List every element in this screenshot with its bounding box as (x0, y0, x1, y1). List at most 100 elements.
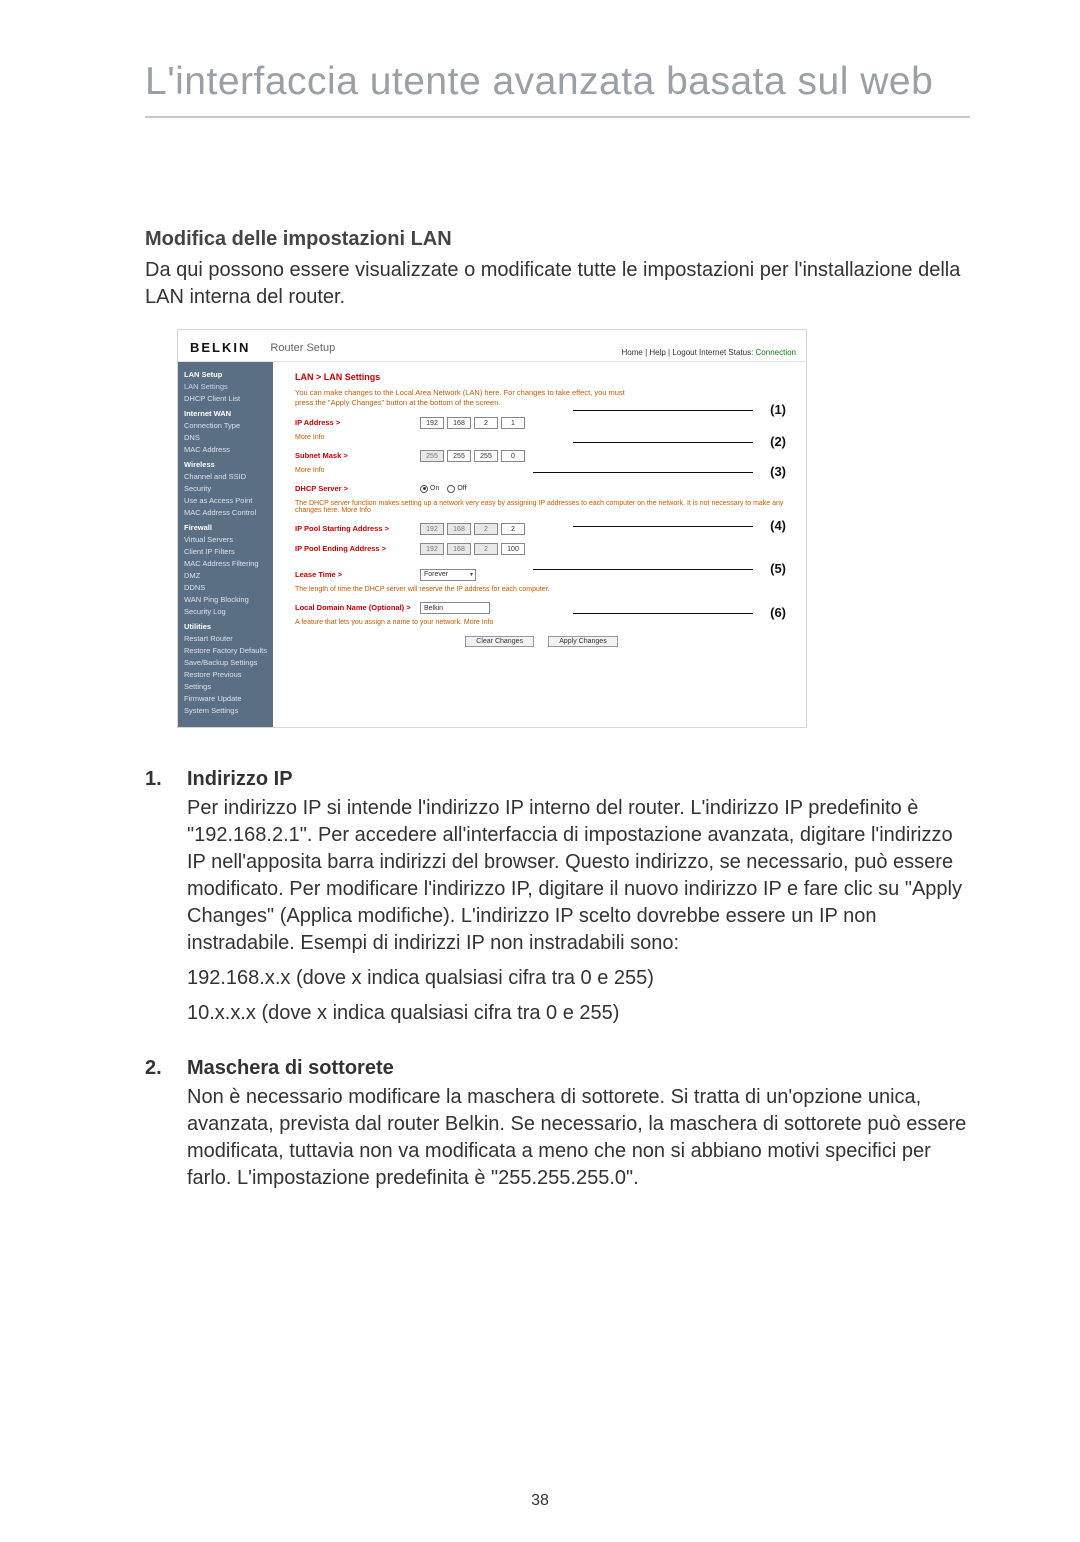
sidebar-item[interactable]: MAC Address Filtering (184, 558, 269, 570)
pool-end-label[interactable]: IP Pool Ending Address > (295, 544, 420, 553)
dhcp-on-label: On (430, 485, 439, 492)
subnet-mask-row: Subnet Mask > 255 255 255 0 (295, 447, 788, 465)
pool-start-octet-4[interactable]: 2 (501, 523, 525, 535)
ip-octet-3[interactable]: 2 (474, 417, 498, 429)
pool-end-row: IP Pool Ending Address > 192 168 2 100 (295, 540, 788, 558)
breadcrumb: LAN > LAN Settings (295, 372, 788, 382)
leader-1 (573, 410, 753, 411)
ip-address-label[interactable]: IP Address > (295, 418, 420, 427)
pool-end-octet-3: 2 (474, 543, 498, 555)
pool-start-octet-2: 168 (447, 523, 471, 535)
apply-changes-button[interactable]: Apply Changes (548, 636, 617, 647)
router-screenshot: BELKIN Router Setup Home | Help | Logout… (177, 329, 807, 728)
list-item-text: Per indirizzo IP si intende l'indirizzo … (187, 795, 970, 1027)
sidebar-item[interactable]: MAC Address Control (184, 507, 269, 519)
sidebar-item[interactable]: Use as Access Point (184, 495, 269, 507)
brand-logo: BELKIN (190, 340, 250, 355)
status-links[interactable]: Home | Help | Logout Internet Status: (622, 348, 756, 357)
mask-octet-2[interactable]: 255 (447, 450, 471, 462)
sidebar-item[interactable]: Connection Type (184, 420, 269, 432)
sidebar-section: Utilities (184, 621, 269, 633)
lease-time-select[interactable]: Forever ▾ (420, 569, 476, 581)
sidebar-item[interactable]: DNS (184, 432, 269, 444)
pool-start-octet-1: 192 (420, 523, 444, 535)
callout-4: (4) (770, 518, 786, 533)
pool-end-octet-4[interactable]: 100 (501, 543, 525, 555)
sidebar-item[interactable]: Restart Router (184, 633, 269, 645)
sidebar-item[interactable]: WAN Ping Blocking (184, 594, 269, 606)
sidebar-item[interactable]: Firmware Update (184, 693, 269, 705)
pool-start-octet-3: 2 (474, 523, 498, 535)
ip-more-info[interactable]: More Info (295, 434, 788, 441)
lease-time-label[interactable]: Lease Time > (295, 570, 420, 579)
sidebar-nav[interactable]: LAN SetupLAN SettingsDHCP Client List Int… (178, 362, 273, 727)
page-title: L'interfaccia utente avanzata basata sul… (145, 60, 970, 118)
domain-more-info[interactable]: More Info (464, 619, 494, 626)
list-item: 1.Indirizzo IP Per indirizzo IP si intend… (145, 768, 970, 1035)
clear-changes-button[interactable]: Clear Changes (465, 636, 534, 647)
ip-octet-4[interactable]: 1 (501, 417, 525, 429)
lease-time-description: The length of time the DHCP server will … (295, 586, 788, 593)
sidebar-item[interactable]: Save/Backup Settings (184, 657, 269, 669)
sidebar-item[interactable]: System Settings (184, 705, 269, 717)
ip-octet-2[interactable]: 168 (447, 417, 471, 429)
pool-start-label[interactable]: IP Pool Starting Address > (295, 524, 420, 533)
leader-4 (573, 526, 753, 527)
sidebar-item[interactable]: MAC Address (184, 444, 269, 456)
sidebar-item[interactable]: Restore Factory Defaults (184, 645, 269, 657)
callout-5: (5) (770, 561, 786, 576)
sidebar-item[interactable]: Restore Previous Settings (184, 669, 269, 693)
sidebar-item[interactable]: Security (184, 483, 269, 495)
domain-name-input[interactable]: Belkin (420, 602, 490, 614)
router-setup-label: Router Setup (270, 342, 335, 354)
leader-5 (533, 569, 753, 570)
ip-address-row: IP Address > 192 168 2 1 (295, 414, 788, 432)
sidebar-item[interactable]: Client IP Filters (184, 546, 269, 558)
sidebar-item[interactable]: Security Log (184, 606, 269, 618)
section-heading: Modifica delle impostazioni LAN (145, 228, 970, 251)
pool-end-octet-1: 192 (420, 543, 444, 555)
sidebar-item[interactable]: LAN Settings (184, 381, 269, 393)
subnet-mask-label[interactable]: Subnet Mask > (295, 451, 420, 460)
list-item-title: Maschera di sottorete (187, 1057, 970, 1080)
dhcp-label[interactable]: DHCP Server > (295, 484, 420, 493)
dhcp-off-radio[interactable] (447, 485, 455, 493)
sidebar-section: Wireless (184, 459, 269, 471)
dhcp-off-label: Off (457, 485, 466, 492)
list-number: 2. (145, 1057, 187, 1200)
sidebar-section: Firewall (184, 522, 269, 534)
leader-6 (573, 613, 753, 614)
mask-octet-1[interactable]: 255 (420, 450, 444, 462)
sidebar-section: LAN Setup (184, 369, 269, 381)
pool-start-row: IP Pool Starting Address > 192 168 2 2 (295, 520, 788, 538)
leader-2 (573, 442, 753, 443)
dhcp-description: The DHCP server function makes setting u… (295, 500, 788, 514)
sidebar-item[interactable]: Virtual Servers (184, 534, 269, 546)
list-number: 1. (145, 768, 187, 1035)
sidebar-item[interactable]: DMZ (184, 570, 269, 582)
domain-name-label[interactable]: Local Domain Name (Optional) > (295, 603, 420, 612)
status-bar: Home | Help | Logout Internet Status: Co… (622, 348, 797, 357)
callout-1: (1) (770, 402, 786, 417)
domain-name-description: A feature that lets you assign a name to… (295, 619, 788, 626)
dhcp-more-info[interactable]: More Info (341, 507, 371, 514)
dhcp-on-radio[interactable] (420, 485, 428, 493)
chevron-down-icon: ▾ (470, 571, 473, 578)
connection-status: Connection (756, 348, 796, 357)
mask-octet-4[interactable]: 0 (501, 450, 525, 462)
numbered-list: 1.Indirizzo IP Per indirizzo IP si intend… (145, 768, 970, 1200)
list-item-text: Non è necessario modificare la maschera … (187, 1084, 970, 1192)
leader-3 (533, 472, 753, 473)
page-number: 38 (0, 1492, 1080, 1510)
sidebar-item[interactable]: DDNS (184, 582, 269, 594)
callout-3: (3) (770, 464, 786, 479)
ip-octet-1[interactable]: 192 (420, 417, 444, 429)
list-item: 2.Maschera di sottorete Non è necessario … (145, 1057, 970, 1200)
sidebar-item[interactable]: DHCP Client List (184, 393, 269, 405)
dhcp-row: DHCP Server > On Off (295, 480, 788, 498)
sidebar-section: Internet WAN (184, 408, 269, 420)
sidebar-item[interactable]: Channel and SSID (184, 471, 269, 483)
callout-6: (6) (770, 605, 786, 620)
list-item-title: Indirizzo IP (187, 768, 970, 791)
mask-octet-3[interactable]: 255 (474, 450, 498, 462)
